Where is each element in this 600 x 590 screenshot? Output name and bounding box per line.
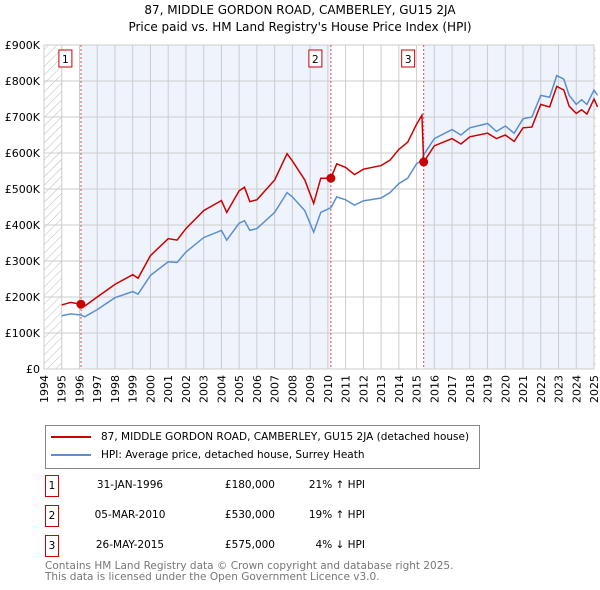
x-tick-label: 1998 <box>109 375 122 403</box>
x-tick-label: 2002 <box>180 375 193 403</box>
x-tick-label: 2012 <box>357 375 370 403</box>
x-tick-label: 2010 <box>322 375 335 403</box>
hpi-line <box>61 74 599 318</box>
y-tick-label: £100K <box>5 327 41 340</box>
legend: 87, MIDDLE GORDON ROAD, CAMBERLEY, GU15 … <box>45 425 480 469</box>
sale-marker-box <box>308 49 323 68</box>
sale-row: 2 05-MAR-2010 £530,000 19% ↑ HPI <box>45 505 445 527</box>
sale-price: £575,000 <box>224 539 275 551</box>
x-tick-label: 2025 <box>588 375 600 403</box>
x-tick-label: 2017 <box>446 375 459 403</box>
sale-point <box>326 173 336 183</box>
sale-marker-label: 2 <box>312 54 319 66</box>
x-tick-label: 2021 <box>517 375 530 403</box>
x-tick-label: 2009 <box>304 375 317 403</box>
x-tick-label: 1997 <box>91 375 104 403</box>
x-tick-label: 2011 <box>340 375 353 403</box>
x-tick-label: 2001 <box>162 375 175 403</box>
x-tick-label: 2024 <box>570 375 583 403</box>
x-tick-label: 2014 <box>393 375 406 403</box>
chart-title: 87, MIDDLE GORDON ROAD, CAMBERLEY, GU15 … <box>144 3 456 17</box>
x-tick-label: 2023 <box>553 375 566 403</box>
y-tick-label: £0 <box>26 363 40 376</box>
sale-hpi-diff: 19% ↑ HPI <box>308 509 365 521</box>
x-tick-label: 2015 <box>411 375 424 403</box>
sale-date: 26-MAY-2015 <box>95 539 165 551</box>
shade-band <box>80 45 331 369</box>
x-tick-label: 2006 <box>251 375 264 403</box>
y-tick-label: £300K <box>5 255 41 268</box>
x-tick-label: 2013 <box>375 375 388 403</box>
x-tick-label: 2000 <box>144 375 157 403</box>
hatched-region <box>594 45 596 369</box>
sale-point <box>76 299 86 309</box>
plot-border <box>43 44 595 370</box>
sale-hpi-diff: 21% ↑ HPI <box>308 479 365 491</box>
footer-line-1: Contains HM Land Registry data © Crown c… <box>45 560 454 572</box>
sale-date: 05-MAR-2010 <box>94 509 166 521</box>
sale-marker-label: 1 <box>62 54 69 66</box>
sale-number: 3 <box>45 535 59 557</box>
sale-number: 1 <box>45 475 59 497</box>
x-tick-label: 2020 <box>499 375 512 403</box>
x-tick-label: 2016 <box>428 375 441 403</box>
sale-hpi-diff: 4% ↓ HPI <box>315 539 365 551</box>
sale-marker-box <box>58 49 73 68</box>
x-tick-label: 2019 <box>482 375 495 403</box>
legend-label-property: 87, MIDDLE GORDON ROAD, CAMBERLEY, GU15 … <box>101 431 470 443</box>
y-tick-label: £200K <box>5 291 41 304</box>
sale-price: £180,000 <box>224 479 275 491</box>
sale-point <box>419 157 429 167</box>
sale-date: 31-JAN-1996 <box>96 479 164 491</box>
sale-row: 3 26-MAY-2015 £575,000 4% ↓ HPI <box>45 535 445 557</box>
x-tick-label: 2003 <box>198 375 211 403</box>
legend-swatch-property <box>51 436 91 438</box>
x-tick-label: 1995 <box>56 375 69 403</box>
x-tick-label: 1999 <box>127 375 140 403</box>
property-price-line <box>61 85 599 307</box>
y-tick-label: £800K <box>5 75 41 88</box>
x-tick-label: 1994 <box>38 375 51 403</box>
x-tick-label: 2008 <box>286 375 299 403</box>
sale-marker-box <box>401 49 416 68</box>
x-tick-label: 1996 <box>73 375 86 403</box>
hatched-region <box>44 45 62 369</box>
x-tick-label: 2004 <box>215 375 228 403</box>
x-tick-label: 2022 <box>535 375 548 403</box>
chart-subtitle: Price paid vs. HM Land Registry's House … <box>128 20 472 34</box>
footer-line-2: This data is licensed under the Open Gov… <box>45 571 380 583</box>
y-tick-label: £600K <box>5 147 41 160</box>
x-tick-label: 2005 <box>233 375 246 403</box>
legend-label-hpi: HPI: Average price, detached house, Surr… <box>101 449 365 461</box>
sale-marker-label: 3 <box>405 54 412 66</box>
y-tick-label: £900K <box>5 39 41 52</box>
sale-row: 1 31-JAN-1996 £180,000 21% ↑ HPI <box>45 475 445 497</box>
x-tick-label: 2018 <box>464 375 477 403</box>
y-tick-label: £500K <box>5 183 41 196</box>
y-tick-label: £400K <box>5 219 41 232</box>
sale-price: £530,000 <box>224 509 275 521</box>
y-tick-label: £700K <box>5 111 41 124</box>
x-tick-label: 2007 <box>269 375 282 403</box>
legend-swatch-hpi <box>51 454 91 456</box>
sale-number: 2 <box>45 505 59 527</box>
plot-area: 1994 1995 1996 1997 1998 1999 2000 2001 2002 2003… <box>5 39 600 403</box>
